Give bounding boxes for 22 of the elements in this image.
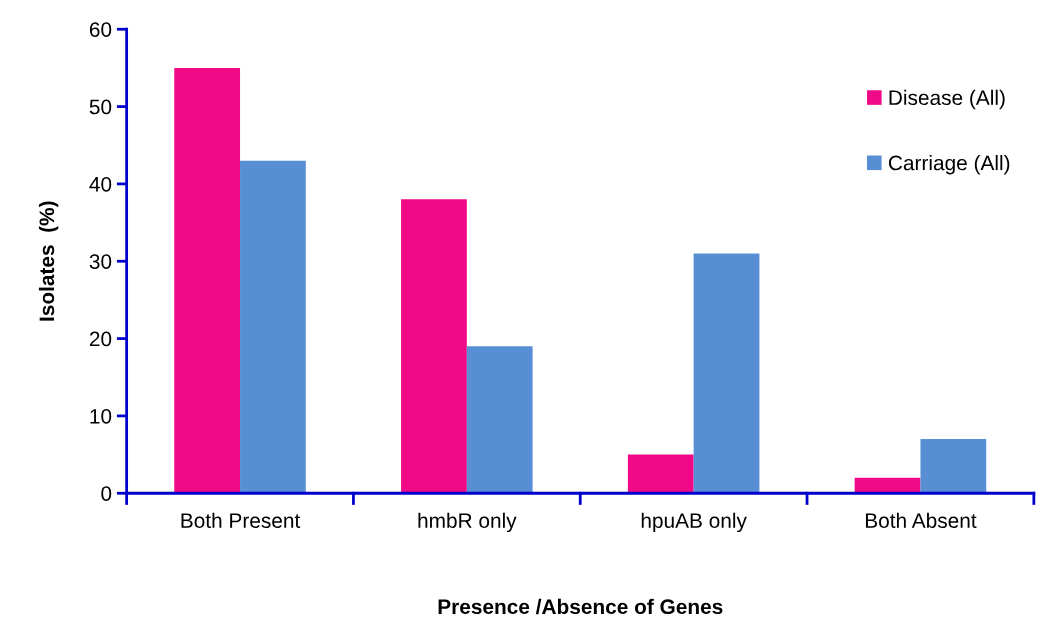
x-axis-title: Presence /Absence of Genes: [438, 598, 723, 615]
y-tick-label: 10: [90, 408, 112, 424]
bar: [693, 253, 760, 494]
legend-label: Disease (All): [889, 89, 1005, 110]
bar: [627, 454, 694, 494]
y-tick-label: 40: [89, 176, 112, 192]
y-tick-label: 30: [89, 254, 112, 269]
x-tick-label: hpuAB only: [641, 512, 747, 533]
y-tick-label: 60: [89, 22, 112, 37]
y-tick-label: 0: [101, 486, 112, 501]
bar: [401, 199, 467, 494]
bar: [174, 67, 241, 494]
x-tick-label: Both Present: [181, 512, 301, 528]
y-tick-label: 20: [89, 331, 112, 347]
bar: [466, 346, 533, 494]
y-tick-label: 50: [89, 99, 112, 115]
bar: [920, 439, 987, 494]
x-tick-label: Both Absent: [865, 512, 977, 528]
legend-label: Carriage (All): [888, 155, 1010, 175]
bar: [240, 160, 306, 494]
y-axis-title: Isolates (%): [38, 201, 59, 321]
x-tick-label: hmbR only: [418, 512, 517, 533]
